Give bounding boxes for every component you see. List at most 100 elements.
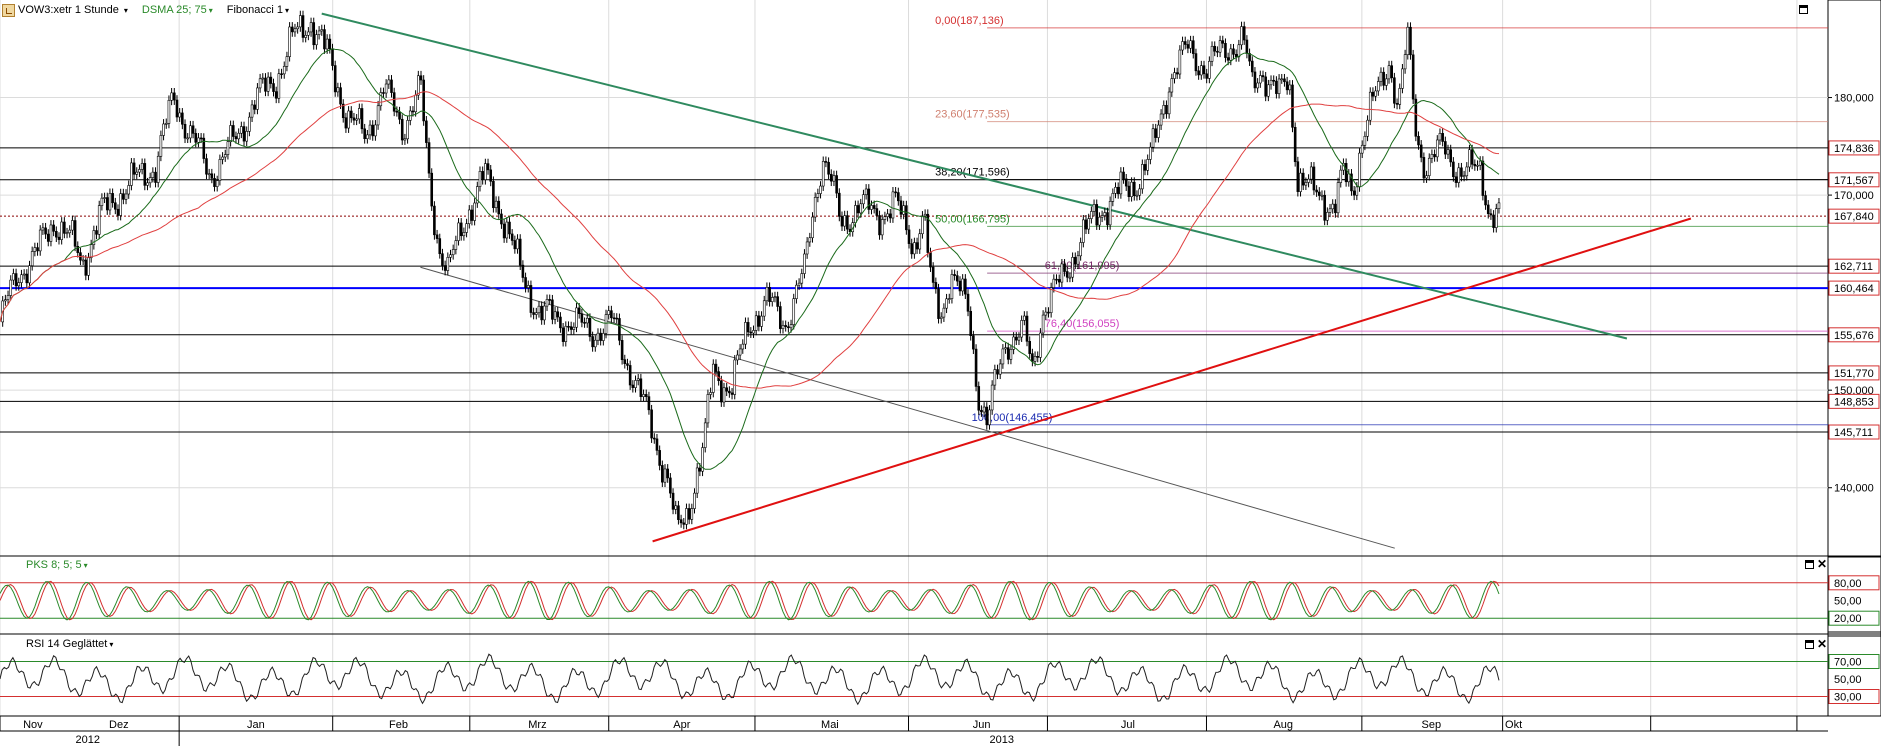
candle-body <box>1124 178 1128 187</box>
candle-body <box>1162 105 1166 115</box>
candle-body <box>1106 212 1109 226</box>
candle-body <box>1108 201 1112 226</box>
candle-body <box>1191 40 1195 54</box>
rsi-axis-frame <box>1827 635 1881 717</box>
candle-body <box>1422 157 1426 179</box>
rsi-maximize-icon[interactable] <box>1805 640 1814 649</box>
candle-body <box>269 76 273 84</box>
candle-body <box>805 241 809 255</box>
candle-body <box>12 273 15 281</box>
candle-body <box>234 136 238 140</box>
candle-body <box>1481 160 1485 196</box>
rsi-pane-title[interactable]: RSI 14 Geglättet ▾ <box>26 638 113 650</box>
candle-body <box>210 173 214 179</box>
symbol-selector[interactable]: VOW3:xetr 1 Stunde ▾ <box>2 3 128 17</box>
candle-body <box>497 200 501 215</box>
candle-body <box>1218 40 1222 53</box>
symbol-dropdown-icon[interactable]: ▾ <box>123 5 128 15</box>
candle-body <box>1216 50 1219 53</box>
main-pane-maximize-icon[interactable] <box>1799 5 1808 14</box>
candle-body <box>1288 84 1292 91</box>
candle-body <box>114 202 117 210</box>
candle-body <box>400 118 404 141</box>
candle-body <box>698 467 702 472</box>
candle-body <box>886 213 889 217</box>
candle-body <box>256 87 259 110</box>
candle-body <box>411 110 415 113</box>
candle-body <box>575 307 578 328</box>
candle-body <box>315 34 318 46</box>
price-level-box <box>1828 208 1880 224</box>
candle-body <box>248 116 251 132</box>
candle-body <box>776 296 779 307</box>
candle-body <box>414 94 417 113</box>
candle-body <box>299 15 302 28</box>
candle-body <box>1063 263 1066 272</box>
indicator-fibonacci[interactable]: Fibonacci 1 ▾ <box>227 4 289 16</box>
rsi-dropdown-icon[interactable]: ▾ <box>109 640 114 649</box>
candle-body <box>650 409 653 439</box>
candle-body <box>821 161 825 187</box>
candle-body <box>14 273 18 287</box>
candle-body <box>22 273 26 276</box>
candle-body <box>1307 178 1310 183</box>
candle-body <box>811 216 814 239</box>
indicator-fibonacci-dropdown-icon[interactable]: ▾ <box>285 6 290 15</box>
candle-body <box>1146 159 1149 171</box>
candle-body <box>535 312 538 315</box>
oscillator-close-icon[interactable]: ✕ <box>1817 557 1828 571</box>
candle-body <box>1036 356 1040 358</box>
indicator-dsma[interactable]: DSMA 25; 75 ▾ <box>142 4 213 16</box>
rsi-close-icon[interactable]: ✕ <box>1817 637 1828 651</box>
candle-body <box>387 79 391 85</box>
fibonacci-level-label: 0,00(187,136) <box>935 15 1004 27</box>
candle-body <box>494 200 498 209</box>
candle-body <box>1157 124 1160 138</box>
fibonacci-level-label: 50,00(166,795) <box>935 213 1010 225</box>
candle-body <box>1326 211 1329 221</box>
candle-body <box>797 282 801 286</box>
candle-body <box>634 380 637 388</box>
candle-body <box>765 287 769 302</box>
candle-body <box>38 229 42 252</box>
trendline-red-support[interactable] <box>652 217 1692 543</box>
candle-body <box>717 371 720 382</box>
candle-body <box>1167 91 1171 115</box>
candle-body <box>953 274 956 276</box>
chart-type-icon[interactable] <box>2 3 15 17</box>
candle-body <box>891 191 895 219</box>
candle-body <box>840 216 844 227</box>
oscillator-pane-title[interactable]: PKS 8; 5; 5 ▾ <box>26 559 88 571</box>
candle-body <box>379 92 383 107</box>
candle-body <box>899 200 903 215</box>
price-level-box <box>1828 393 1880 409</box>
candle-body <box>955 275 959 282</box>
candle-body <box>52 224 55 232</box>
oscillator-maximize-icon[interactable] <box>1805 560 1814 569</box>
candle-body <box>1173 72 1176 79</box>
candle-body <box>800 273 804 284</box>
candle-body <box>856 205 860 214</box>
candle-body <box>1052 278 1056 288</box>
indicator-dsma-dropdown-icon[interactable]: ▾ <box>208 6 213 15</box>
candle-body <box>467 209 471 224</box>
candle-body <box>730 392 734 395</box>
candle-body <box>733 359 737 395</box>
trendline-green-resistance[interactable] <box>321 12 1628 340</box>
candle-body <box>583 322 586 324</box>
candle-body <box>529 285 533 313</box>
rsi-line <box>0 653 1500 706</box>
price-level-label: 162,711 <box>1834 261 1873 273</box>
oscillator-dropdown-icon[interactable]: ▾ <box>83 561 88 570</box>
candle-body <box>1213 45 1217 52</box>
candle-body <box>1226 57 1230 61</box>
candle-body <box>242 126 246 142</box>
candle-body <box>998 363 1002 375</box>
candle-body <box>156 155 160 183</box>
oscillator-tick-label: 20,00 <box>1834 613 1862 625</box>
candle-body <box>347 110 350 129</box>
candle-body <box>1425 175 1428 179</box>
candle-body <box>690 508 694 520</box>
candle-body <box>135 171 139 175</box>
